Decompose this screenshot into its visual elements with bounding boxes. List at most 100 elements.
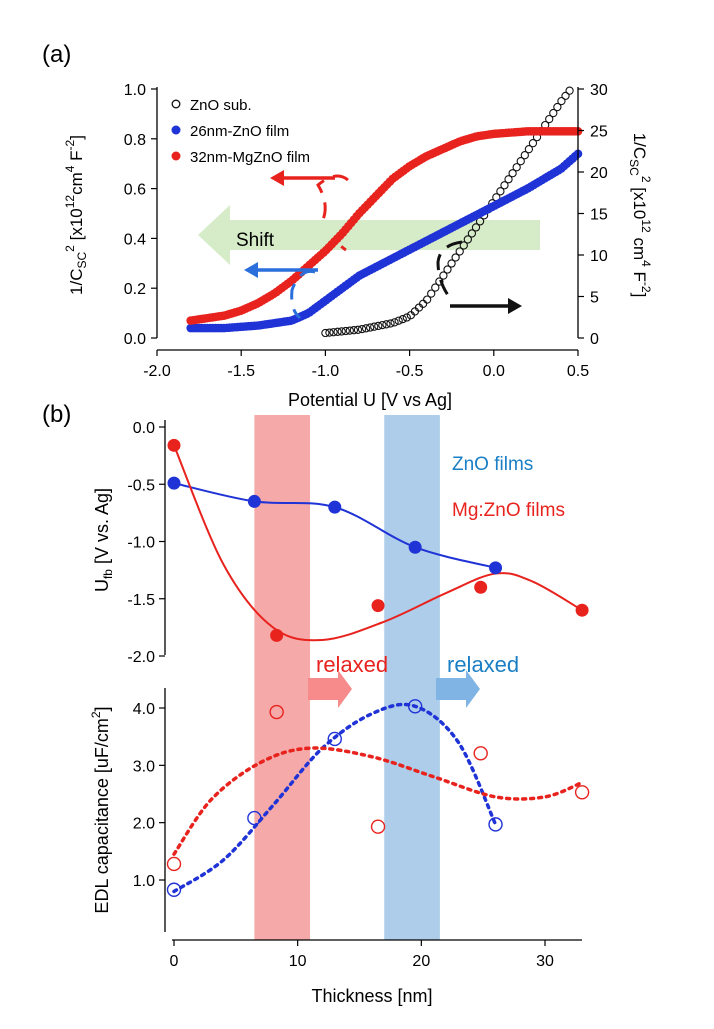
mgzno-edl-point	[370, 819, 386, 834]
point-zno-sub	[545, 114, 554, 124]
edl-y-tick-label: 4.0	[133, 701, 155, 718]
point-zno-sub	[325, 328, 334, 337]
zno-ufb-point	[489, 561, 503, 575]
legend-label-zno-sub: ZnO sub.	[190, 97, 252, 114]
panel-a-chart: Shift -2.0 -1.5 -1.0 -0.5 0.0 0.5 0.0 0.2 0.4 0.6…	[63, 82, 653, 410]
point-zno-sub	[524, 145, 534, 154]
panel-a-right-y-label: 1/CSC2 [x1012 cm4 F-2]	[627, 133, 653, 298]
point-zno-sub	[455, 247, 464, 256]
point-zno-sub	[557, 96, 566, 106]
panel-a-legend: ZnO sub. 26nm-ZnO film 32nm-MgZnO film	[171, 97, 310, 166]
mgzno-edl-point	[473, 746, 488, 761]
legend-marker-26nm-zno	[171, 125, 181, 135]
panel-b-ticks: 0.0 -0.5 -1.0 -1.5 -2.0 1.0 2.0 3.0 4.0 0 10 20 30	[127, 420, 554, 970]
thickness-x-tick-label: 10	[289, 953, 307, 970]
mgzno-relaxed-band	[254, 415, 311, 940]
mgzno-edl-point	[269, 704, 284, 720]
point-zno-sub	[349, 326, 359, 335]
legend-label-32nm-mgzno: 32nm-MgZnO film	[190, 149, 310, 166]
mgzno-edl-fit-line	[172, 746, 584, 856]
x-tick-label: -1.5	[227, 363, 255, 380]
point-zno-sub	[386, 319, 395, 328]
point-zno-sub	[337, 327, 346, 336]
point-zno-sub	[390, 318, 399, 327]
blue-dashed-bracket	[290, 269, 316, 320]
ufb-y-label: Ufb [V vs. Ag]	[92, 488, 115, 592]
x-tick-label: 0.0	[483, 363, 505, 380]
point-zno-sub	[435, 277, 444, 286]
right-y-tick-label: 15	[590, 207, 608, 224]
point-zno-sub	[357, 324, 367, 334]
zno-edl-point	[247, 810, 262, 826]
zno-edl-fit-line	[172, 702, 498, 894]
legend-marker-zno-sub	[171, 99, 181, 109]
point-zno-sub	[398, 314, 407, 324]
point-zno-sub	[431, 283, 440, 292]
red-arrow-head	[270, 170, 284, 186]
zno-ufb-point	[328, 500, 342, 514]
point-zno-sub	[329, 328, 338, 337]
mgzno-ufb-point	[270, 628, 284, 642]
point-zno-sub	[516, 157, 525, 166]
point-zno-sub	[422, 295, 432, 304]
panel-b-label: (b)	[42, 401, 71, 428]
point-zno-sub	[443, 265, 452, 274]
point-zno-sub	[427, 289, 436, 298]
mgzno-ufb-point	[575, 603, 589, 617]
zno-edl-point	[488, 817, 503, 832]
ufb-y-tick-label: -2.0	[127, 649, 155, 666]
mgzno-films-label: Mg:ZnO films	[452, 500, 565, 521]
point-zno-sub	[353, 325, 363, 334]
relaxed-mgzno-arrow	[308, 670, 352, 708]
point-zno-sub	[439, 271, 448, 280]
legend-label-26nm-zno: 26nm-ZnO film	[190, 123, 289, 140]
point-zno-sub	[463, 235, 472, 244]
thickness-x-label: Thickness [nm]	[311, 986, 432, 1006]
thickness-x-tick-label: 20	[412, 953, 430, 970]
point-zno-sub	[561, 91, 570, 101]
red-dashed-bracket	[316, 174, 349, 223]
right-y-tick-label: 10	[590, 248, 608, 265]
ufb-plot-area	[167, 438, 589, 642]
point-zno-sub	[394, 316, 403, 325]
red-dashed-bracket-lower	[336, 226, 347, 252]
point-zno-sub	[459, 241, 468, 250]
blue-arrow-head	[244, 262, 258, 278]
thickness-x-tick-label: 0	[170, 953, 179, 970]
ufb-y-tick-label: -1.5	[127, 592, 155, 609]
left-y-tick-label: 0.2	[124, 281, 146, 298]
right-y-tick-label: 30	[590, 82, 608, 99]
point-zno-sub	[496, 187, 505, 196]
panel-b-chart: 0.0 -0.5 -1.0 -1.5 -2.0 1.0 2.0 3.0 4.0 0 10 20 30 Z…	[89, 415, 590, 1006]
shift-label: Shift	[236, 230, 275, 251]
mgzno-ufb-point	[474, 580, 488, 594]
edl-y-tick-label: 2.0	[133, 816, 155, 833]
point-zno-sub	[500, 181, 509, 190]
thickness-x-tick-label: 30	[536, 953, 554, 970]
panel-a-left-y-label: 1/CSC2 [x1012cm4 F-2]	[63, 135, 89, 295]
ufb-y-tick-label: -0.5	[127, 477, 155, 494]
point-zno-sub	[345, 326, 354, 335]
point-zno-sub	[378, 320, 387, 330]
zno-edl-point	[166, 882, 182, 897]
zno-ufb-fit-line	[173, 482, 496, 569]
point-zno-sub	[504, 175, 513, 184]
zno-ufb-point	[167, 476, 181, 490]
zno-ufb-point	[247, 494, 261, 508]
panel-a-label: (a)	[42, 41, 71, 68]
zno-ufb-point	[408, 540, 422, 554]
panel-a-ticks: -2.0 -1.5 -1.0 -0.5 0.0 0.5 0.0 0.2 0.4 0.6 0.8 1.0…	[124, 82, 608, 380]
point-zno-sub	[549, 108, 558, 118]
panel-a-annotations	[244, 170, 522, 320]
point-zno-sub	[447, 259, 456, 268]
right-y-tick-label: 5	[590, 290, 599, 307]
black-dashed-bracket	[436, 240, 463, 299]
shift-arrow	[198, 205, 540, 265]
ufb-y-tick-label: -1.0	[127, 535, 155, 552]
mgzno-ufb-fit-line	[173, 444, 583, 642]
point-zno-sub	[508, 169, 517, 178]
zno-edl-point	[407, 699, 423, 714]
zno-relaxed-band	[384, 415, 440, 940]
edl-y-tick-label: 1.0	[133, 873, 155, 890]
